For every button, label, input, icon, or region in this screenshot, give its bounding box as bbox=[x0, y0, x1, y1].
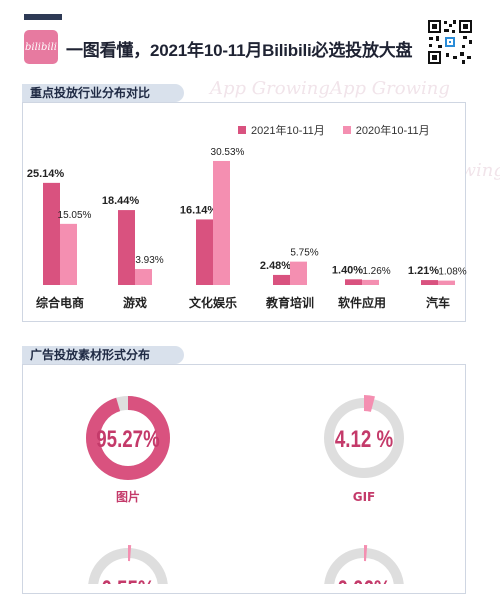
bar bbox=[421, 280, 438, 285]
bar bbox=[273, 274, 290, 285]
donut-value-label: 0.55% bbox=[101, 576, 154, 584]
bar bbox=[118, 210, 135, 285]
bar bbox=[60, 223, 77, 285]
bar bbox=[290, 261, 307, 285]
data-label: 1.26% bbox=[362, 266, 390, 277]
data-label: 5.75% bbox=[290, 248, 318, 259]
chart-legend: 2021年10-11月 2020年10-11月 bbox=[238, 122, 430, 138]
legend-label-2020: 2020年10-11月 bbox=[355, 125, 430, 137]
category-label: 游戏 bbox=[123, 295, 147, 310]
data-label: 1.21% bbox=[408, 265, 439, 277]
section-heading-creative: 广告投放素材形式分布 bbox=[22, 346, 184, 364]
legend-swatch-2020 bbox=[342, 126, 351, 134]
data-label: 1.40% bbox=[332, 264, 363, 276]
category-label: 教育培训 bbox=[265, 295, 314, 310]
donut-slice bbox=[321, 545, 407, 584]
data-label: 15.05% bbox=[58, 210, 92, 221]
bar bbox=[43, 182, 60, 285]
donut-slice bbox=[85, 545, 171, 584]
page-title: 一图看懂，2021年10-11月Bilibili必选投放大盘 bbox=[66, 41, 413, 60]
category-label: 汽车 bbox=[426, 295, 450, 310]
donut-slice bbox=[86, 396, 170, 480]
data-label: 2.48% bbox=[260, 260, 291, 272]
data-label: 18.44% bbox=[102, 195, 140, 207]
donut-value-label: 95.27% bbox=[96, 426, 159, 453]
data-label: 1.08% bbox=[438, 267, 466, 278]
data-label: 25.14% bbox=[27, 168, 65, 180]
donut-category-label: 图片 bbox=[116, 489, 140, 504]
industry-bar-chart: 25.14% 15.05% 综合电商 18.44% 3.93% 游戏 16.14% 30.53… bbox=[27, 147, 467, 310]
bar bbox=[438, 280, 455, 285]
category-label: 综合电商 bbox=[36, 295, 84, 310]
donut-value-label: 0.06% bbox=[337, 576, 390, 584]
donut-category-label: GIF bbox=[353, 490, 376, 504]
bilibili-logo: bilibili bbox=[24, 30, 58, 64]
section-heading-industry: 重点投放行业分布对比 bbox=[22, 84, 184, 102]
legend-swatch-2021 bbox=[238, 126, 246, 134]
data-label: 3.93% bbox=[135, 255, 163, 266]
category-label: 软件应用 bbox=[338, 295, 386, 310]
bar bbox=[196, 219, 213, 285]
qr-code-icon bbox=[426, 18, 474, 66]
industry-chart-panel bbox=[22, 102, 466, 322]
creative-chart-panel bbox=[22, 364, 466, 594]
header-accent-bar bbox=[24, 14, 62, 20]
bar bbox=[362, 279, 379, 285]
legend-label-2021: 2021年10-11月 bbox=[251, 125, 325, 137]
bar bbox=[345, 279, 362, 285]
bar bbox=[213, 160, 230, 285]
donut-value-label: 4.12 % bbox=[335, 426, 393, 453]
bar bbox=[135, 269, 152, 285]
data-label: 16.14% bbox=[180, 204, 218, 216]
data-label: 30.53% bbox=[211, 147, 245, 158]
category-label: 文化娱乐 bbox=[189, 295, 237, 310]
donut-slice bbox=[321, 395, 407, 481]
